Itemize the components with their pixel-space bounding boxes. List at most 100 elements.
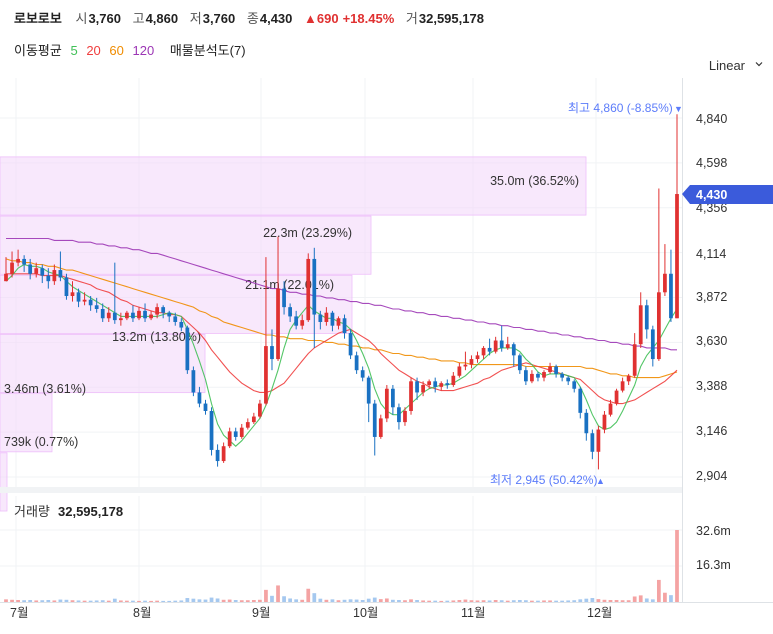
candle[interactable] [173, 312, 178, 326]
candle[interactable] [445, 379, 450, 389]
volume-bar[interactable] [439, 600, 444, 602]
volume-bar[interactable] [88, 600, 93, 602]
volume-bar[interactable] [499, 600, 504, 602]
volume-bar[interactable] [76, 600, 81, 602]
candle[interactable] [602, 410, 607, 434]
candle[interactable] [306, 253, 311, 322]
candle[interactable] [209, 407, 214, 456]
candle[interactable] [415, 377, 419, 400]
volume-bar[interactable] [270, 595, 274, 602]
candle[interactable] [239, 423, 244, 439]
candle[interactable] [70, 281, 75, 302]
volume-bar[interactable] [4, 599, 8, 602]
candle[interactable] [433, 377, 438, 393]
volume-bar[interactable] [324, 599, 329, 602]
candle[interactable] [669, 249, 673, 322]
volume-bar[interactable] [258, 599, 262, 602]
volume-bar[interactable] [366, 598, 371, 602]
candle[interactable] [354, 351, 359, 374]
candle[interactable] [572, 379, 577, 393]
candle[interactable] [511, 342, 516, 367]
volume-bar[interactable] [602, 599, 607, 602]
volume-bar[interactable] [584, 598, 589, 602]
candle[interactable] [475, 351, 480, 363]
volume-bar[interactable] [415, 600, 419, 602]
candle[interactable] [288, 303, 292, 322]
candle[interactable] [608, 399, 613, 417]
candle[interactable] [143, 303, 147, 322]
volume-bar[interactable] [663, 592, 667, 602]
volume-bar[interactable] [215, 598, 220, 602]
volume-bar[interactable] [523, 600, 528, 602]
candle[interactable] [542, 370, 546, 382]
candle[interactable] [536, 372, 540, 382]
volume-bar[interactable] [276, 585, 280, 602]
candle[interactable] [560, 372, 565, 382]
candle[interactable] [155, 303, 160, 319]
volume-bar[interactable] [300, 599, 305, 602]
chevron-down-icon[interactable] [755, 60, 763, 68]
candle[interactable] [76, 288, 81, 308]
volume-bar[interactable] [239, 600, 244, 602]
volume-bar[interactable] [137, 600, 141, 602]
candle[interactable] [384, 385, 389, 423]
volume-bar[interactable] [348, 599, 353, 602]
candle[interactable] [221, 442, 226, 463]
volume-bar[interactable] [536, 600, 540, 602]
candle[interactable] [88, 296, 93, 311]
volume-bar[interactable] [100, 600, 105, 602]
candle[interactable] [294, 310, 299, 330]
candle[interactable] [16, 249, 20, 267]
candle[interactable] [469, 355, 474, 369]
candle[interactable] [330, 310, 335, 332]
candle[interactable] [282, 281, 286, 315]
volume-bar[interactable] [469, 600, 474, 602]
volume-bar[interactable] [64, 599, 69, 602]
volume-bar[interactable] [70, 600, 75, 602]
volume-bar[interactable] [445, 600, 450, 602]
volume-bar[interactable] [360, 600, 365, 602]
volume-bar[interactable] [626, 600, 631, 602]
volume-bar[interactable] [427, 600, 432, 602]
candle[interactable] [342, 314, 347, 339]
volume-bar[interactable] [312, 593, 317, 602]
volume-bar[interactable] [578, 599, 583, 602]
scale-mode-select[interactable]: Linear [708, 58, 745, 73]
candle[interactable] [517, 353, 522, 374]
candle[interactable] [656, 188, 661, 361]
volume-bar[interactable] [106, 600, 111, 602]
candle[interactable] [125, 310, 129, 321]
candle[interactable] [258, 399, 262, 419]
volume-bar[interactable] [94, 600, 99, 602]
volume-bar[interactable] [22, 600, 27, 602]
candle[interactable] [40, 264, 45, 284]
volume-bar[interactable] [397, 600, 401, 602]
volume-bar[interactable] [548, 600, 552, 602]
volume-bar[interactable] [572, 600, 577, 602]
candle[interactable] [82, 292, 87, 306]
volume-bar[interactable] [372, 597, 377, 602]
volume-bar[interactable] [16, 600, 20, 602]
volume-bar[interactable] [608, 600, 613, 602]
volume-bar[interactable] [669, 595, 673, 602]
volume-bar[interactable] [481, 600, 486, 602]
volume-bar[interactable] [233, 600, 238, 602]
candle[interactable] [566, 375, 571, 386]
volume-bar[interactable] [530, 600, 534, 602]
candle[interactable] [112, 262, 117, 324]
candle[interactable] [100, 303, 105, 322]
volume-bar[interactable] [566, 600, 571, 602]
candle[interactable] [650, 325, 655, 367]
candle[interactable] [22, 255, 27, 272]
candle[interactable] [215, 444, 220, 467]
volume-bar[interactable] [644, 598, 649, 602]
volume-bar[interactable] [554, 600, 558, 602]
volume-bar[interactable] [306, 588, 311, 602]
volume-bar[interactable] [191, 598, 196, 602]
volume-bar[interactable] [433, 600, 438, 602]
candle[interactable] [64, 273, 69, 300]
candle[interactable] [451, 372, 456, 387]
candle[interactable] [554, 364, 558, 378]
candle[interactable] [348, 329, 353, 360]
